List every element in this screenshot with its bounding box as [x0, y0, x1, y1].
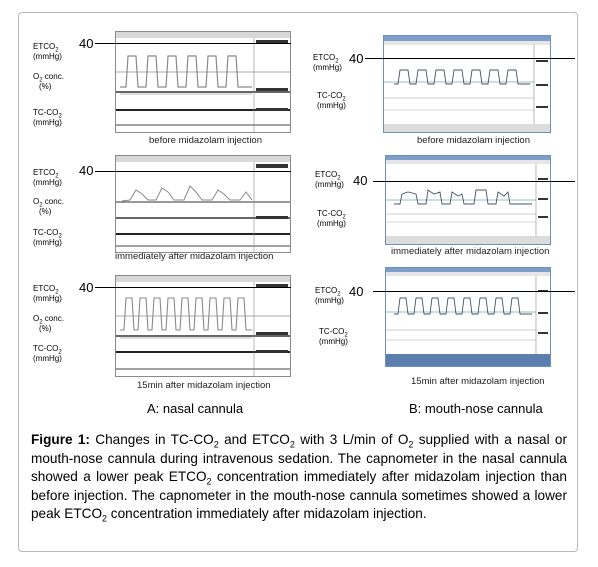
- mmhg-label: (mmHg): [33, 238, 62, 247]
- mmhg-label: (mmHg): [317, 101, 346, 110]
- reference-value-40: 40: [79, 36, 94, 51]
- mmhg-label: (mmHg): [33, 52, 62, 61]
- tcco2-label: TC-CO2: [33, 108, 62, 120]
- reference-value-40: 40: [349, 51, 364, 66]
- etco2-label: ETCO2: [313, 53, 339, 65]
- mmhg-label: (mmHg): [313, 63, 342, 72]
- reference-line-40: [365, 58, 575, 59]
- caption-a-3: 15min after midazolam injection: [137, 380, 271, 391]
- panel-b-title: B: mouth-nose cannula: [409, 401, 543, 416]
- reference-line-40: [373, 181, 575, 182]
- mmhg-label: (mmHg): [317, 219, 346, 228]
- monitor-screenshot: [115, 275, 291, 377]
- tcco2-label: TC-CO2: [317, 91, 346, 103]
- figure: ETCO2 (mmHg) O2 conc. (%) TC-CO2 (mmHg) …: [18, 12, 578, 552]
- tcco2-label: TC-CO2: [317, 209, 346, 221]
- etco2-label: ETCO2: [315, 286, 341, 298]
- o2-conc-label: O2 conc.: [33, 314, 64, 326]
- o2-conc-label: O2 conc.: [33, 197, 64, 209]
- caption-b-3: 15min after midazolam injection: [411, 376, 545, 387]
- mmhg-label: (mmHg): [33, 118, 62, 127]
- percent-label: (%): [39, 324, 52, 333]
- caption-a-1: before midazolam injection: [149, 135, 263, 146]
- reference-value-40: 40: [79, 280, 94, 295]
- panel-a-title: A: nasal cannula: [147, 401, 244, 416]
- waveform-trace: [384, 36, 550, 132]
- monitor-screenshot: [115, 155, 291, 253]
- waveform-trace: [386, 156, 550, 244]
- reference-line-40: [95, 287, 291, 288]
- tcco2-label: TC-CO2: [33, 344, 62, 356]
- monitor-screenshot: [383, 35, 551, 133]
- mmhg-label: (mmHg): [315, 296, 344, 305]
- monitor-screenshot: [115, 31, 291, 133]
- o2-conc-label: O2 conc.: [33, 72, 64, 84]
- reference-line-40: [373, 291, 575, 292]
- reference-line-40: [95, 171, 291, 172]
- tcco2-label: TC-CO2: [319, 327, 348, 339]
- caption-b-2: immediately after midazolam injection: [391, 246, 550, 257]
- reference-value-40: 40: [353, 173, 368, 188]
- etco2-label: ETCO2: [33, 284, 59, 296]
- waveform-trace: [116, 276, 290, 376]
- mmhg-label: (mmHg): [319, 337, 348, 346]
- mmhg-label: (mmHg): [315, 180, 344, 189]
- reference-value-40: 40: [349, 284, 364, 299]
- etco2-label: ETCO2: [315, 170, 341, 182]
- reference-value-40: 40: [79, 163, 94, 178]
- caption-b-1: before midazolam injection: [417, 135, 531, 146]
- mmhg-label: (mmHg): [33, 178, 62, 187]
- etco2-label: ETCO2: [33, 168, 59, 180]
- mmhg-label: (mmHg): [33, 294, 62, 303]
- caption-a-2: immediately after midazolam injection: [115, 251, 274, 262]
- etco2-label: ETCO2: [33, 42, 59, 54]
- percent-label: (%): [39, 82, 52, 91]
- reference-line-40: [95, 43, 291, 44]
- mmhg-label: (mmHg): [33, 354, 62, 363]
- waveform-trace: [116, 156, 290, 252]
- percent-label: (%): [39, 207, 52, 216]
- monitor-screenshot: [385, 155, 551, 245]
- monitor-screenshot: [385, 267, 551, 367]
- tcco2-label: TC-CO2: [33, 228, 62, 240]
- waveform-trace: [116, 32, 290, 132]
- waveform-trace: [386, 268, 550, 366]
- figure-caption: Figure 1: Changes in TC-CO2 and ETCO2 wi…: [31, 432, 568, 524]
